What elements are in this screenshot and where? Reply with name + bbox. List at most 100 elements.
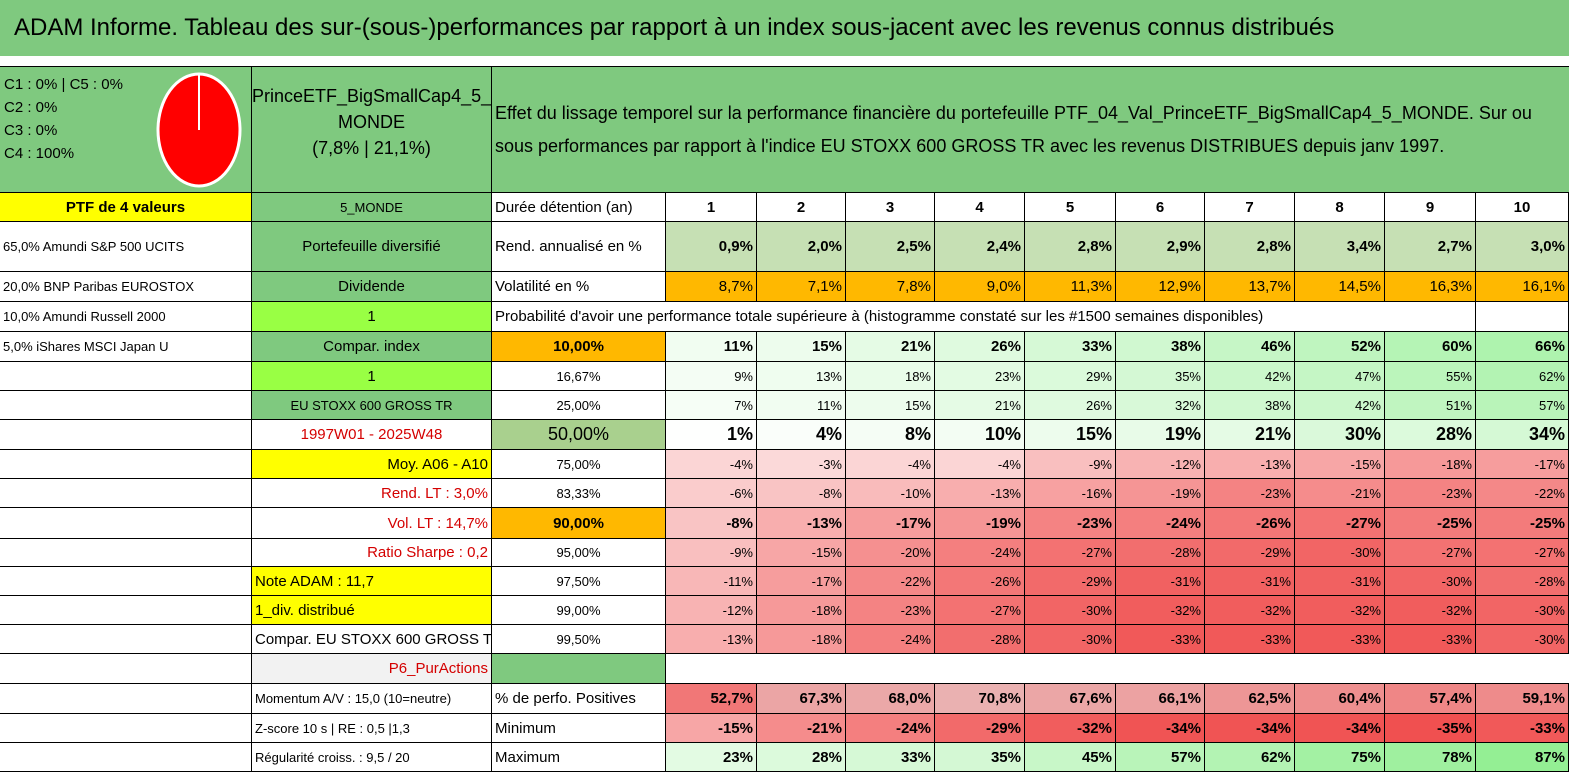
vol-value: 8,7% — [666, 272, 757, 302]
quantile-label: 83,33% — [492, 479, 666, 508]
probability-title: Probabilité d'avoir une performance tota… — [492, 302, 1476, 332]
quantile-value: 57% — [1476, 391, 1569, 420]
quantile-value: -19% — [935, 508, 1025, 539]
quantile-value: -23% — [1385, 479, 1476, 508]
quantile-value: -4% — [935, 450, 1025, 479]
empty-cell — [1476, 654, 1569, 684]
quantile-value: -33% — [1385, 625, 1476, 654]
empty-cell — [0, 654, 252, 684]
maximum-value: 78% — [1385, 743, 1476, 772]
quantile-value: -22% — [846, 567, 935, 596]
quantile-value: 46% — [1205, 332, 1295, 362]
summary-item: Note ADAM : 11,7 — [252, 567, 492, 596]
empty-cell — [0, 596, 252, 625]
quantile-value: -20% — [846, 539, 935, 567]
quantile-value: -29% — [1025, 567, 1116, 596]
quantile-value: -30% — [1025, 596, 1116, 625]
empty-cell — [0, 420, 252, 450]
positives-value: 60,4% — [1295, 684, 1385, 714]
quantile-value: 8% — [846, 420, 935, 450]
summary-item: Momentum A/V : 15,0 (10=neutre) — [252, 684, 492, 714]
quantile-label: 50,00% — [492, 420, 666, 450]
summary-item: 1_div. distribué — [252, 596, 492, 625]
maximum-value: 23% — [666, 743, 757, 772]
empty-cell — [1295, 654, 1385, 684]
quantile-value: 42% — [1205, 362, 1295, 391]
quantile-value: -28% — [1476, 567, 1569, 596]
fund-stats: (7,8% | 21,1%) — [312, 138, 431, 158]
vol-value: 11,3% — [1025, 272, 1116, 302]
quantile-value: -19% — [1116, 479, 1205, 508]
quantile-value: -25% — [1476, 508, 1569, 539]
quantile-value: -32% — [1295, 596, 1385, 625]
vol-value: 14,5% — [1295, 272, 1385, 302]
positives-value: 62,5% — [1205, 684, 1295, 714]
quantile-value: -33% — [1116, 625, 1205, 654]
empty-cell — [0, 391, 252, 420]
maximum-value: 57% — [1116, 743, 1205, 772]
maximum-value: 62% — [1205, 743, 1295, 772]
empty-cell — [0, 508, 252, 539]
quantile-value: -27% — [935, 596, 1025, 625]
quantile-value: -28% — [1116, 539, 1205, 567]
empty-cell — [666, 654, 757, 684]
quantile-value: 19% — [1116, 420, 1205, 450]
vol-value: 7,8% — [846, 272, 935, 302]
rend-value: 2,4% — [935, 222, 1025, 272]
quantile-value: -26% — [935, 567, 1025, 596]
quantile-value: -8% — [757, 479, 846, 508]
minimum-value: -33% — [1476, 714, 1569, 743]
maximum-value: 75% — [1295, 743, 1385, 772]
vol-value: 16,1% — [1476, 272, 1569, 302]
empty-cell — [1116, 654, 1205, 684]
year-header: 4 — [935, 193, 1025, 222]
empty-cell — [1476, 302, 1569, 332]
quantile-value: -30% — [1476, 596, 1569, 625]
empty-cell — [0, 450, 252, 479]
year-header: 9 — [1385, 193, 1476, 222]
quantile-value: 11% — [666, 332, 757, 362]
quantile-value: 18% — [846, 362, 935, 391]
fund-header: PrinceETF_BigSmallCap4_5_ MONDE (7,8% | … — [252, 67, 492, 193]
portfolio-count: PTF de 4 valeurs — [0, 193, 252, 222]
separator — [0, 58, 1569, 67]
quantile-value: 38% — [1116, 332, 1205, 362]
quantile-value: -6% — [666, 479, 757, 508]
positives-value: 66,1% — [1116, 684, 1205, 714]
quantile-value: 30% — [1295, 420, 1385, 450]
quantile-value: -18% — [757, 596, 846, 625]
empty-cell — [757, 654, 846, 684]
quantile-value: -28% — [935, 625, 1025, 654]
quantile-value: 15% — [846, 391, 935, 420]
empty-cell — [0, 567, 252, 596]
quantile-value: -31% — [1205, 567, 1295, 596]
quantile-value: 23% — [935, 362, 1025, 391]
quantile-label: 95,00% — [492, 539, 666, 567]
positives-value: 67,6% — [1025, 684, 1116, 714]
summary-item: Compar. index — [252, 332, 492, 362]
rend-value: 2,0% — [757, 222, 846, 272]
empty-cell — [1385, 654, 1476, 684]
maximum-value: 28% — [757, 743, 846, 772]
year-header: 5 — [1025, 193, 1116, 222]
quantile-value: 11% — [757, 391, 846, 420]
quantile-value: -15% — [1295, 450, 1385, 479]
quantile-label: 99,50% — [492, 625, 666, 654]
empty-cell — [0, 743, 252, 772]
quantile-value: -30% — [1025, 625, 1116, 654]
quantile-label: 90,00% — [492, 508, 666, 539]
minimum-value: -35% — [1385, 714, 1476, 743]
rend-value: 0,9% — [666, 222, 757, 272]
quantile-value: 42% — [1295, 391, 1385, 420]
quantile-value: -25% — [1385, 508, 1476, 539]
quantile-value: -13% — [935, 479, 1025, 508]
maximum-value: 45% — [1025, 743, 1116, 772]
year-header: 8 — [1295, 193, 1385, 222]
holding-item: 5,0% iShares MSCI Japan U — [0, 332, 252, 362]
year-header: 10 — [1476, 193, 1569, 222]
quantile-value: 35% — [1116, 362, 1205, 391]
quantile-value: 9% — [666, 362, 757, 391]
quantile-value: -4% — [846, 450, 935, 479]
allocation-line: C3 : 0% — [4, 122, 58, 139]
quantile-value: -31% — [1116, 567, 1205, 596]
